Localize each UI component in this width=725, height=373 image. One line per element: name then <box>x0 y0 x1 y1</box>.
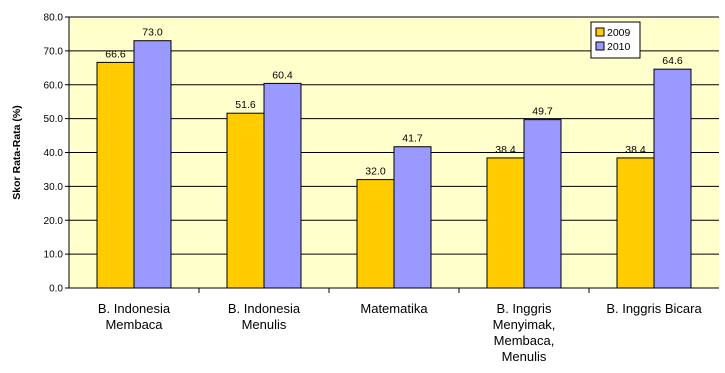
y-tick-label: 10.0 <box>44 250 64 261</box>
y-axis-label: Skor Rata-Rata (%) <box>11 105 23 200</box>
chart-marks: 66.6 73.0 B. Indonesia Membaca 51.6 60.4 B. In… <box>96 27 702 364</box>
data-label: 41.7 <box>402 133 423 145</box>
y-tick-label: 30.0 <box>44 182 64 193</box>
y-tick-label: 80.0 <box>44 13 64 24</box>
data-label: 60.4 <box>272 69 293 81</box>
bar-2009 <box>616 157 655 289</box>
bar-2010 <box>133 40 172 289</box>
data-label: 64.6 <box>662 55 683 67</box>
legend-label: 2010 <box>607 41 631 53</box>
bar-2009 <box>96 61 135 289</box>
data-label: 32.0 <box>365 166 386 178</box>
data-label: 51.6 <box>235 99 256 111</box>
y-tick-label: 40.0 <box>44 148 64 159</box>
y-tick-label: 20.0 <box>44 216 64 227</box>
legend-label: 2009 <box>607 27 631 39</box>
bar-2010 <box>393 146 432 289</box>
x-tick-label: B. Inggris Bicara <box>606 301 702 316</box>
bar-2009 <box>226 112 265 289</box>
y-tick-label: 70.0 <box>44 46 64 57</box>
data-label: 49.7 <box>532 106 553 118</box>
legend-swatch-2010 <box>595 41 605 51</box>
legend: 2009 2010 <box>590 21 641 59</box>
legend-swatch-2009 <box>595 27 605 37</box>
data-label: 66.6 <box>105 48 126 60</box>
data-label: 38.4 <box>625 144 646 156</box>
y-tick-label: 50.0 <box>44 114 64 125</box>
x-tick-label: B. Indonesia Menulis <box>228 301 301 332</box>
data-label: 73.0 <box>142 27 163 39</box>
data-label: 38.4 <box>495 144 516 156</box>
bar-2009 <box>356 179 395 289</box>
bar-2009 <box>486 157 525 289</box>
bar-2010 <box>263 82 302 289</box>
x-tick-label: Matematika <box>360 301 428 316</box>
y-tick-label: 0.0 <box>49 284 63 295</box>
bar-2010 <box>523 119 562 289</box>
bar-2010 <box>653 68 692 289</box>
x-tick-label: B. Indonesia Membaca <box>98 301 171 332</box>
y-tick-label: 60.0 <box>44 80 64 91</box>
x-tick-label: B. Inggris Menyimak, Membaca, Menulis <box>493 301 556 364</box>
